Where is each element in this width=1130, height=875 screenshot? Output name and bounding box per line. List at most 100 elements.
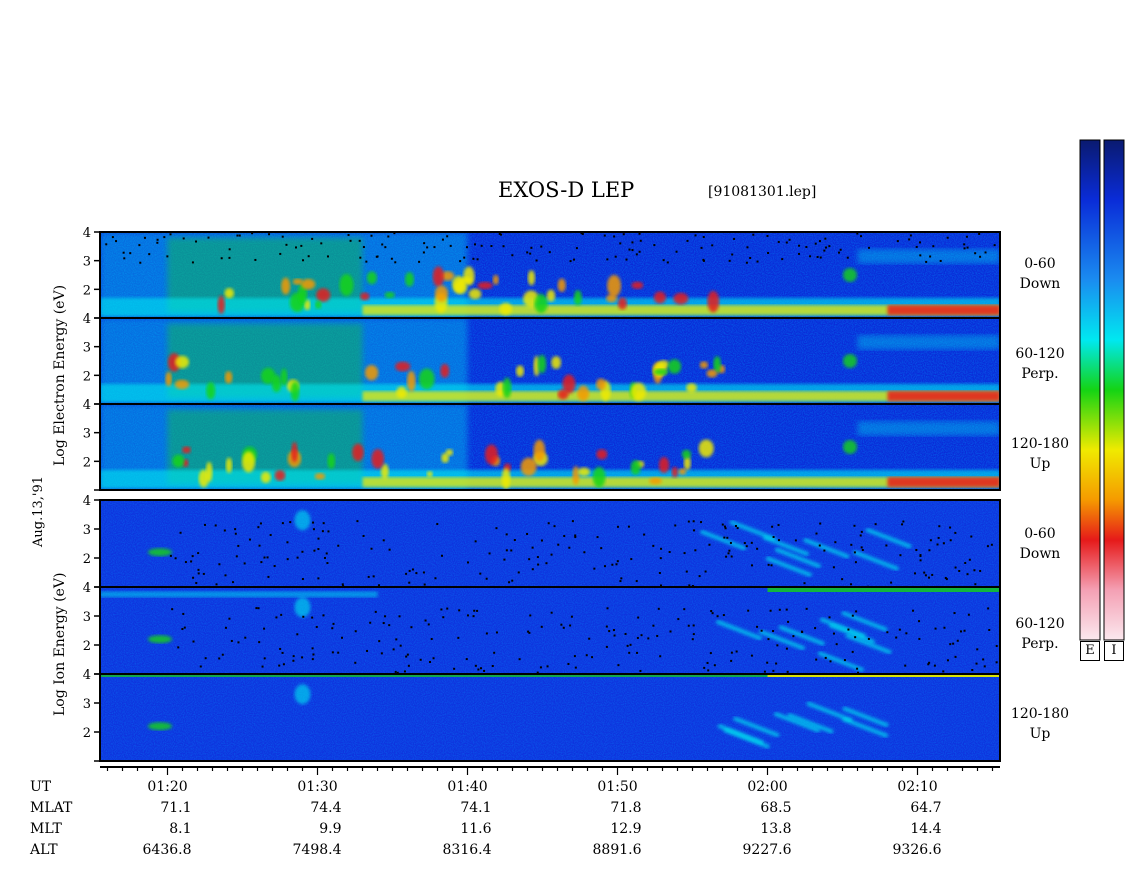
red-band [887,477,1000,488]
dropout-pixel [622,233,625,236]
dropout-pixel [296,633,299,636]
spectrogram-panel [100,587,1000,674]
direction-label: Up [1029,456,1051,472]
ephemeris-alt-value: 7498.4 [292,842,342,858]
dropout-pixel [949,643,952,646]
ephemeris-row-label: ALT [30,842,58,858]
energy-hotspot [713,356,722,373]
dropout-pixel [853,551,856,554]
dropout-pixel [518,658,521,661]
ion-streak [841,716,889,739]
dropout-pixel [706,661,709,664]
dropout-pixel [660,547,663,550]
direction-label: Perp. [1021,636,1059,652]
ephemeris-mlat-value: 71.1 [160,800,192,816]
dropout-pixel [722,614,725,617]
dropout-pixel [643,533,646,536]
dropout-pixel [946,659,949,662]
energy-hotspot [477,281,493,290]
dropout-pixel [982,658,985,661]
dropout-pixel [244,636,247,639]
dropout-pixel [841,578,844,581]
dropout-pixel [546,665,549,668]
energy-hotspot [260,367,276,384]
dropout-pixel [529,614,532,617]
energy-hotspot [314,473,326,480]
dropout-pixel [466,614,469,617]
dropout-pixel [382,539,385,542]
dropout-pixel [653,244,656,247]
y-tick-label: 2 [83,726,91,741]
ion-streak [762,535,810,557]
ephemeris-ut-value: 01:40 [447,779,488,795]
ephemeris-alt-value: 9326.6 [892,842,942,858]
dropout-pixel [408,581,411,584]
dropout-pixel [458,609,461,612]
dropout-pixel [692,633,695,636]
energy-hotspot [699,361,709,369]
y-tick-label: 3 [83,255,91,270]
dropout-pixel [325,552,328,555]
dropout-pixel [529,252,532,255]
dropout-pixel [498,232,501,235]
dropout-pixel [839,248,842,251]
y-tick-label: 2 [83,283,91,298]
yellow-band [362,477,1000,488]
dropout-pixel [574,666,577,669]
dropout-pixel [588,637,591,640]
dropout-pixel [798,244,801,247]
dropout-pixel [480,244,483,247]
spectrogram-panel [100,500,1000,587]
dropout-pixel [423,583,426,586]
dropout-pixel [832,566,835,569]
energy-hotspot [557,278,566,292]
dropout-pixel [990,543,993,546]
dropout-pixel [181,628,184,631]
ephemeris-mlt-value: 12.9 [610,821,642,837]
dropout-pixel [674,524,677,527]
dropout-pixel [954,566,957,569]
energy-hotspot [271,374,282,393]
dropout-pixel [946,236,949,239]
dropout-pixel [171,608,174,611]
dropout-pixel [608,630,611,633]
dropout-pixel [312,653,315,656]
dropout-pixel [406,653,409,656]
ion-blob [148,635,172,644]
dropout-pixel [953,612,956,615]
dropout-pixel [408,569,411,572]
dropout-pixel [427,623,430,626]
energy-hotspot [671,466,678,478]
dropout-pixel [511,579,514,582]
dropout-pixel [236,234,239,237]
dropout-pixel [457,636,460,639]
dropout-pixel [263,657,266,660]
dropout-pixel [987,607,990,610]
dropout-pixel [785,608,788,611]
energy-hotspot [631,281,644,290]
dropout-pixel [517,571,520,574]
dropout-pixel [785,241,788,244]
dropout-pixel [728,259,731,262]
energy-hotspot [371,449,385,469]
dropout-pixel [909,234,912,237]
energy-hotspot [546,289,556,302]
energy-hotspot [165,371,172,387]
dropout-pixel [472,257,475,260]
ion-wash [100,674,1000,761]
dropout-pixel [143,236,146,239]
upper-band [857,421,1000,436]
dropout-pixel [936,543,939,546]
dropout-pixel [441,238,444,241]
dropout-pixel [954,531,957,534]
dropout-pixel [388,548,391,551]
ion-blob [148,548,172,557]
dropout-pixel [394,261,397,264]
dropout-pixel [659,584,662,587]
dropout-pixel [500,233,503,236]
dropout-pixel [816,255,819,258]
dropout-pixel [567,662,570,665]
dropout-pixel [939,259,942,262]
dropout-pixel [526,251,529,254]
